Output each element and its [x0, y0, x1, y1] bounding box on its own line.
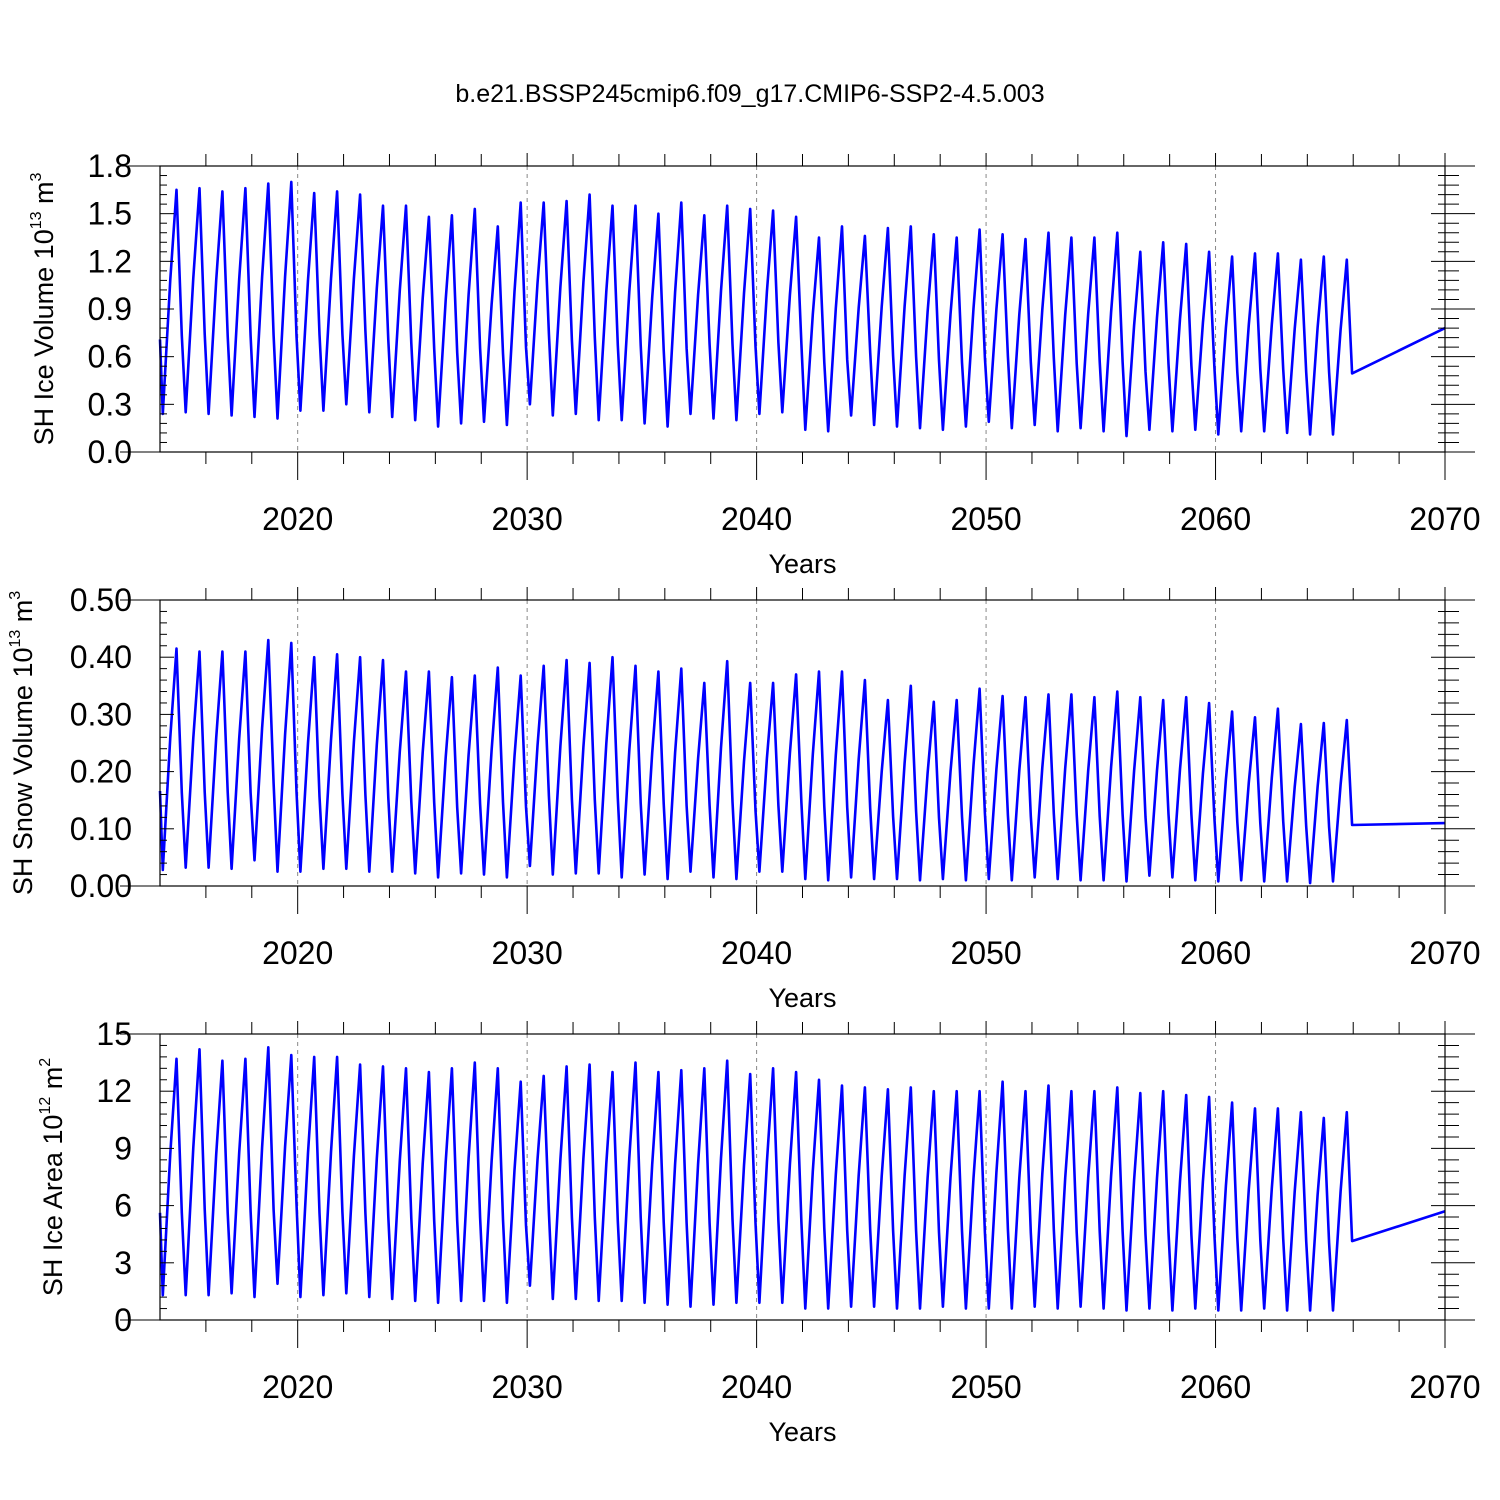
y-tick-label: 12 [96, 1073, 132, 1109]
ice-volume-panel: 0.0 0.3 0.6 0.9 1.2 1.5 1.8 2020 2030 2040 2050 206… [28, 148, 1481, 579]
x-tick-label: 2070 [1409, 1369, 1480, 1405]
series-line [158, 638, 1446, 885]
y-label-unit-exponent: 3 [7, 591, 24, 600]
x-tick-label: 2030 [492, 1369, 563, 1405]
y-tick-label: 0.40 [70, 639, 132, 675]
y-label-unit: m [38, 1067, 68, 1097]
y-tick-label: 1.5 [88, 196, 132, 232]
y-tick-label: 0.0 [88, 434, 132, 470]
y-axis-label: SH Ice Area 1012 m2 [37, 1058, 68, 1296]
x-tick-label: 2050 [950, 1369, 1021, 1405]
y-label-main: SH Snow Volume 10 [8, 648, 38, 896]
x-tick-label: 2030 [492, 935, 563, 971]
y-tick-label: 0.20 [70, 754, 132, 790]
y-tick-label: 1.2 [88, 243, 132, 279]
x-axis-label: Years [768, 549, 836, 579]
y-label-exponent: 12 [37, 1097, 54, 1115]
x-axis-label: Years [768, 983, 836, 1013]
y-tick-label: 9 [114, 1130, 132, 1166]
x-tick-label: 2060 [1180, 1369, 1251, 1405]
x-tick-label: 2060 [1180, 935, 1251, 971]
y-tick-label: 0.6 [88, 339, 132, 375]
y-label-unit: m [8, 600, 38, 630]
y-axis-label: SH Ice Volume 1013 m3 [28, 172, 59, 445]
ice-area-panel: 0 3 6 9 12 15 2020 2030 2040 2050 2060 2070 Years SH … [37, 1016, 1481, 1447]
series-line [158, 180, 1446, 438]
y-tick-label: 1.8 [88, 148, 132, 184]
y-label-exponent: 13 [28, 211, 45, 229]
y-tick-label: 0.9 [88, 291, 132, 327]
x-tick-label: 2020 [262, 935, 333, 971]
y-label-unit-exponent: 3 [28, 172, 45, 181]
x-tick-label: 2050 [950, 501, 1021, 537]
x-tick-label: 2050 [950, 935, 1021, 971]
x-tick-label: 2070 [1409, 935, 1480, 971]
y-label-main: SH Ice Area 10 [38, 1115, 68, 1297]
y-tick-label: 6 [114, 1188, 132, 1224]
x-tick-label: 2020 [262, 1369, 333, 1405]
y-label-exponent: 13 [7, 630, 24, 648]
y-tick-label: 3 [114, 1245, 132, 1281]
y-tick-label: 0.50 [70, 582, 132, 618]
y-label-main: SH Ice Volume 10 [29, 229, 59, 445]
y-tick-label: 0.10 [70, 811, 132, 847]
y-label-unit: m [29, 181, 59, 211]
y-tick-label: 0 [114, 1302, 132, 1338]
x-tick-label: 2040 [721, 1369, 792, 1405]
x-tick-label: 2040 [721, 935, 792, 971]
series-line [158, 1046, 1446, 1312]
y-label-unit-exponent: 2 [37, 1058, 54, 1067]
y-tick-label: 0.00 [70, 868, 132, 904]
snow-volume-panel: 0.00 0.10 0.20 0.30 0.40 0.50 2020 2030 2040 2050… [7, 582, 1481, 1013]
y-tick-label: 0.30 [70, 696, 132, 732]
x-axis-label: Years [768, 1417, 836, 1447]
figure-title: b.e21.BSSP245cmip6.f09_g17.CMIP6-SSP2-4.… [455, 80, 1044, 108]
y-tick-label: 15 [96, 1016, 132, 1052]
x-tick-label: 2060 [1180, 501, 1251, 537]
x-tick-label: 2070 [1409, 501, 1480, 537]
x-tick-label: 2020 [262, 501, 333, 537]
y-tick-label: 0.3 [88, 386, 132, 422]
x-tick-label: 2040 [721, 501, 792, 537]
y-axis-label: SH Snow Volume 1013 m3 [7, 591, 38, 895]
x-tick-label: 2030 [492, 501, 563, 537]
